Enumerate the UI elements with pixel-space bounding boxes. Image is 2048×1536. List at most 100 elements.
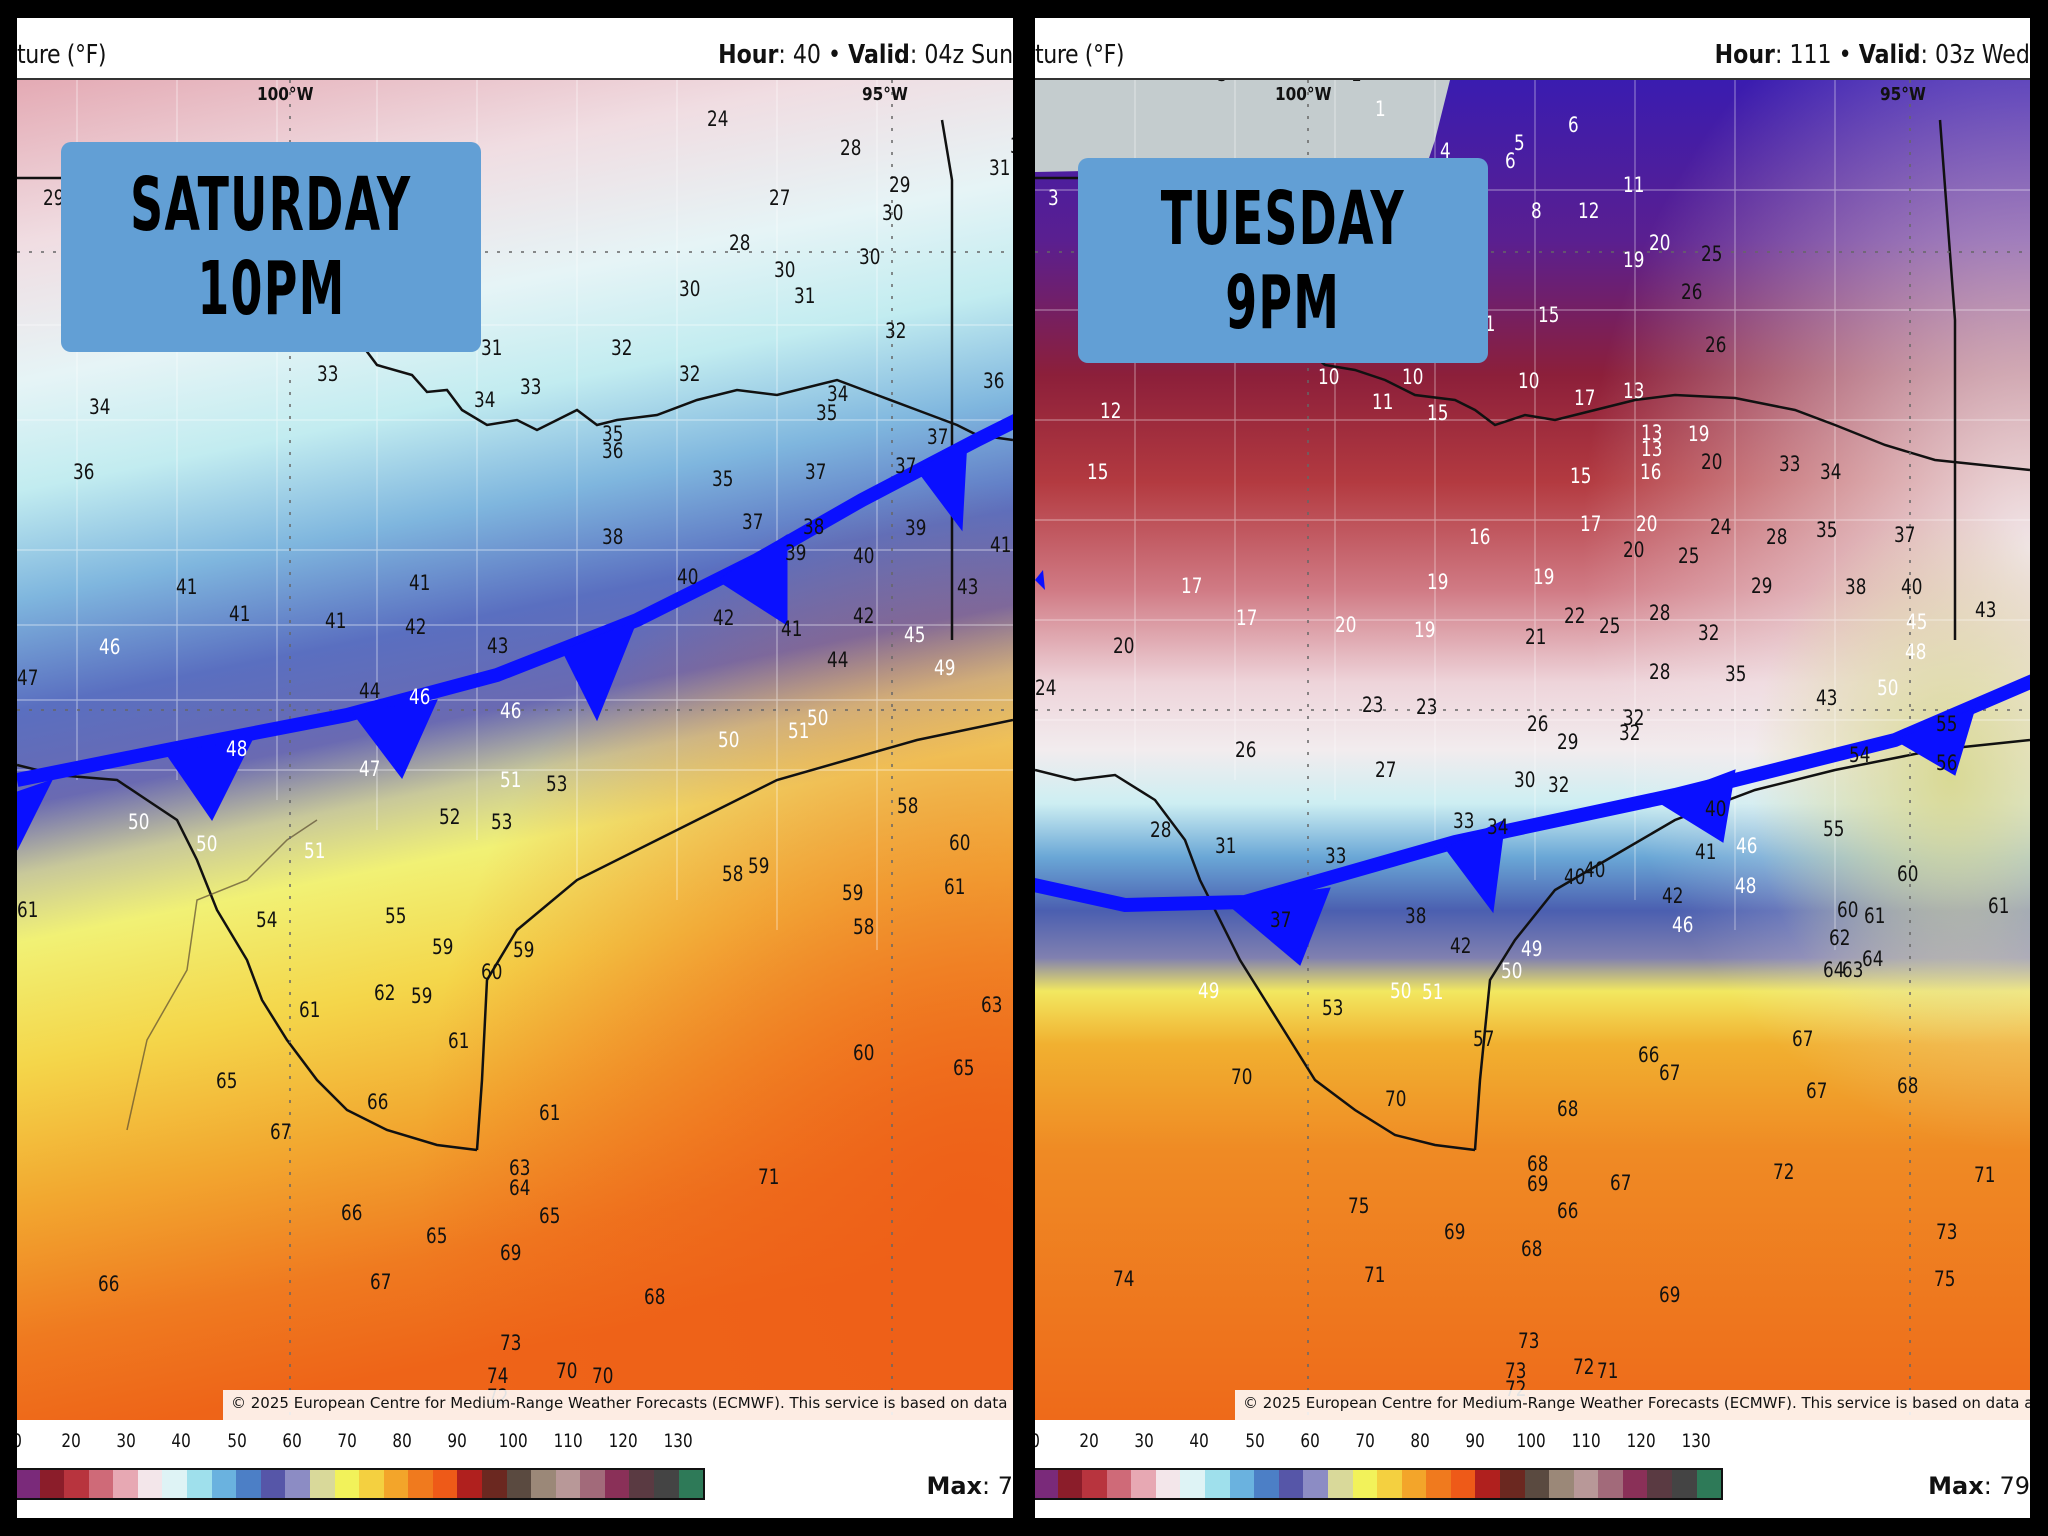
temperature-value: 10: [1518, 368, 1540, 393]
temperature-value: 53: [491, 810, 513, 835]
temperature-value: 15: [1426, 401, 1449, 426]
max-value: Max: 7: [926, 1472, 1013, 1500]
colorbar-swatch: [334, 1470, 360, 1498]
temperature-value: 28: [1648, 659, 1671, 684]
colorbar-swatch: [39, 1470, 65, 1498]
temperature-value: 35: [1724, 662, 1746, 687]
temperature-value: 59: [513, 938, 535, 963]
colorbar-swatch: [1672, 1470, 1697, 1498]
hour-label: Hour: [1714, 40, 1776, 70]
colorbar-swatch: [1401, 1470, 1427, 1498]
temperature-value: 53: [545, 772, 568, 797]
temperature-map: 100°W 95°W 24283030312927293031323328363…: [17, 80, 1013, 1420]
temperature-value: 36: [73, 460, 95, 485]
temperature-value: 19: [1688, 422, 1710, 447]
temperature-value: 67: [1609, 1170, 1632, 1195]
temperature-value: 61: [539, 1101, 561, 1126]
temperature-value: 26: [1681, 279, 1703, 304]
temperature-value: 64: [509, 1175, 531, 1200]
colorbar-swatch: [1450, 1470, 1476, 1498]
temperature-value: 46: [408, 684, 431, 709]
temperature-value: 26: [1234, 738, 1257, 763]
colorbar-swatch: [1549, 1470, 1574, 1498]
colorbar-ticks: 0 20 30 40 50 60 70 80 90 100 110 120 13…: [17, 1430, 693, 1452]
temperature-value: 12: [1100, 398, 1122, 423]
temperature-value: 42: [1661, 884, 1684, 909]
temperature-value: 32: [1548, 773, 1570, 798]
temperature-value: 34: [1486, 815, 1509, 840]
temperature-value: 43: [487, 633, 509, 658]
temperature-value: 17: [1574, 385, 1596, 410]
temperature-value: 40: [1704, 796, 1727, 821]
colorbar-swatch: [88, 1470, 114, 1498]
colorbar-swatch: [1303, 1470, 1328, 1498]
temperature-value: 46: [1672, 913, 1694, 938]
temperature-value: 61: [944, 875, 966, 900]
temperature-value: 20: [1113, 633, 1135, 658]
temperature-value: 13: [1640, 420, 1663, 445]
temperature-value: 29: [43, 185, 65, 210]
colorbar-swatch: [1180, 1470, 1206, 1498]
temperature-value: 35: [816, 401, 838, 426]
temperature-value: 40: [676, 564, 698, 589]
temperature-value: 30: [774, 257, 796, 282]
temperature-value: 19: [1622, 248, 1645, 273]
colorbar-swatch: [1082, 1470, 1107, 1498]
temperature-value: 49: [933, 655, 956, 680]
temperature-value: 69: [500, 1241, 522, 1266]
temperature-value: 10: [1401, 364, 1424, 389]
temperature-value: 15: [1570, 463, 1592, 488]
temperature-value: 48: [1904, 640, 1927, 665]
temperature-value: 30: [859, 244, 881, 269]
temperature-value: 41: [781, 616, 803, 641]
temperature-value: 60: [480, 960, 503, 985]
temperature-value: 26: [1527, 712, 1549, 737]
temperature-value: 46: [500, 699, 522, 724]
valid-value: 04z Sun: [924, 40, 1013, 70]
temperature-value: 67: [1659, 1060, 1681, 1085]
temperature-value: 64: [1822, 957, 1844, 982]
temperature-value: 42: [1450, 934, 1472, 959]
colorbar-swatch: [1155, 1470, 1181, 1498]
colorbar-swatch: [481, 1470, 507, 1498]
temperature-value: -3: [1211, 80, 1228, 85]
temperature-value: 10: [1318, 364, 1340, 389]
temperature-value: 65: [425, 1224, 448, 1249]
temperature-value: 51: [500, 768, 522, 793]
temperature-value: 63: [980, 992, 1003, 1017]
temperature-value: 50: [195, 832, 218, 857]
colorbar-swatch: [187, 1470, 212, 1498]
temperature-value: 38: [803, 514, 825, 539]
temperature-value: 73: [1505, 1358, 1527, 1383]
day-label: SATURDAY: [130, 162, 412, 248]
temperature-value: 67: [270, 1119, 292, 1144]
temperature-value: 37: [804, 460, 826, 485]
temperature-value: 60: [1896, 862, 1919, 887]
colorbar-swatch: [1278, 1470, 1304, 1498]
forecast-panel-tuesday: ture (°F) Hour: 111 • Valid: 03z Wed: [1035, 18, 2030, 1518]
temperature-value: 28: [839, 136, 862, 161]
colorbar-swatch: [309, 1470, 335, 1498]
time-label: 9PM: [1225, 259, 1341, 346]
colorbar-swatch: [260, 1470, 286, 1498]
temperature-value: 44: [826, 648, 849, 673]
temperature-value: 5: [1514, 130, 1525, 155]
temperature-value: 20: [1648, 231, 1671, 256]
temperature-value: 61: [17, 897, 39, 922]
time-label: 10PM: [196, 246, 346, 332]
temperature-value: 29: [889, 172, 911, 197]
temperature-value: 46: [99, 635, 121, 660]
temperature-value: 31: [1215, 833, 1237, 858]
colorbar-swatch: [211, 1470, 237, 1498]
colorbar-swatch: [1573, 1470, 1599, 1498]
temperature-value: 68: [1557, 1097, 1579, 1122]
temperature-value: 51: [1421, 979, 1443, 1004]
temperature-value: 30: [679, 277, 701, 302]
temperature-value: 55: [385, 904, 407, 929]
temperature-value: 50: [718, 727, 740, 752]
colorbar-swatch: [1647, 1470, 1673, 1498]
temperature-value: 59: [411, 983, 433, 1008]
colorbar-swatch: [285, 1470, 310, 1498]
temperature-value: 49: [1198, 978, 1220, 1003]
colorbar-swatch: [359, 1470, 384, 1498]
